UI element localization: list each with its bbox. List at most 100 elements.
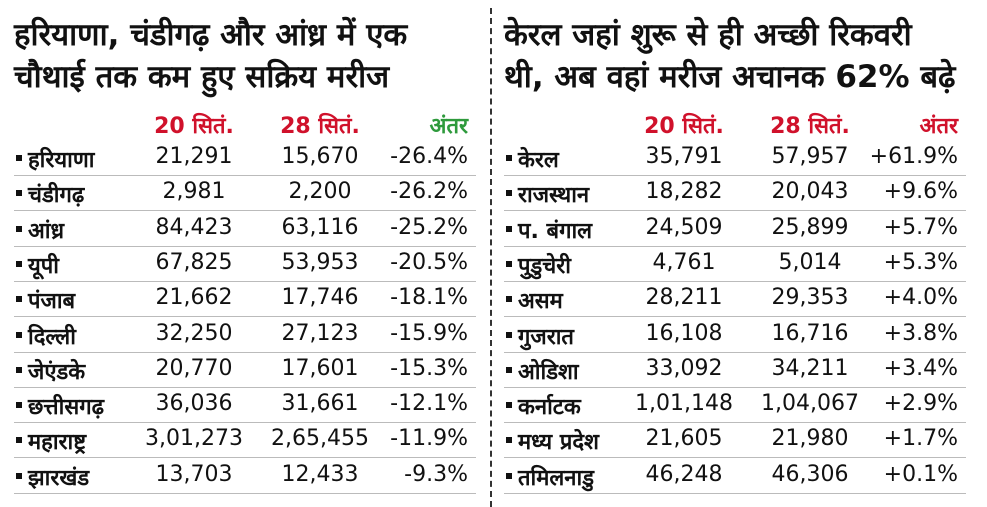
- cell-value: 16,716: [771, 320, 849, 346]
- cell-value: 3,01,273: [145, 426, 243, 452]
- table-row: असम 28,211 29,353 +4.0%: [504, 281, 966, 318]
- table-row: तमिलनाडु 46,248 46,306 +0.1%: [504, 458, 966, 494]
- cell-value: +4.0%: [883, 285, 958, 311]
- cell-value: 84,423: [155, 214, 233, 240]
- state-name: दिल्ली: [28, 324, 76, 350]
- bullet: [506, 155, 512, 161]
- state-name: झारखंड: [28, 465, 90, 491]
- table-row: महाराष्ट्र 3,01,273 2,65,455 -11.9%: [14, 422, 476, 459]
- bullet: [16, 331, 22, 338]
- state-name: महाराष्ट्र: [28, 430, 87, 456]
- header-row: 20 सितं. 28 सितं. अंतर: [504, 110, 966, 140]
- bullet: [16, 437, 22, 444]
- cell-value: 5,014: [778, 249, 842, 275]
- bullet: [506, 472, 512, 479]
- table-row: हरियाणा 21,291 15,670 -26.4%: [14, 140, 476, 176]
- title-line: चौथाई तक कम हुए सक्रिय मरीज: [14, 59, 390, 95]
- bullet: [506, 437, 512, 444]
- bullet: [506, 225, 512, 232]
- cell-value: 4,761: [652, 249, 716, 275]
- bullet: [16, 190, 22, 197]
- right-panel: केरल जहां शुरू से ही अच्छी रिकवरी थी, अब …: [504, 0, 966, 507]
- left-panel: हरियाणा, चंडीगढ़ और आंध्र में एक चौथाई तक…: [14, 0, 476, 507]
- panel-title: हरियाणा, चंडीगढ़ और आंध्र में एक चौथाई तक…: [14, 14, 407, 98]
- table-row: दिल्ली 32,250 27,123 -15.9%: [14, 317, 476, 353]
- cell-value: 28,211: [645, 285, 723, 311]
- cell-value: 16,108: [645, 320, 723, 346]
- table-row: कर्नाटक 1,01,148 1,04,067 +2.9%: [504, 387, 966, 424]
- bullet: [16, 366, 22, 373]
- state-name: केरल: [518, 148, 559, 173]
- cell-value: -12.1%: [390, 391, 468, 417]
- cell-value: +5.7%: [883, 214, 958, 240]
- state-name: चंडीगढ़: [28, 183, 85, 209]
- cell-value: 20,770: [155, 355, 233, 381]
- cell-value: 46,248: [645, 461, 723, 487]
- title-line: थी, अब वहां मरीज अचानक 62% बढ़े: [504, 59, 956, 95]
- table-row: केरल 35,791 57,957 +61.9%: [504, 140, 966, 176]
- table-row: यूपी 67,825 53,953 -20.5%: [14, 246, 476, 282]
- cell-value: -15.9%: [390, 320, 468, 346]
- cell-value: 18,282: [645, 179, 723, 205]
- cell-value: 2,981: [162, 179, 226, 205]
- cell-value: 17,746: [281, 285, 359, 311]
- state-name: जेएंडके: [28, 359, 86, 385]
- cell-value: 67,825: [155, 249, 233, 275]
- table-row: जेएंडके 20,770 17,601 -15.3%: [14, 352, 476, 388]
- cell-value: 21,980: [771, 426, 849, 452]
- cell-value: -26.2%: [390, 179, 468, 205]
- cell-value: 2,65,455: [271, 426, 369, 452]
- table-row: राजस्थान 18,282 20,043 +9.6%: [504, 175, 966, 212]
- bullet: [16, 260, 22, 267]
- state-name: छत्तीसगढ़: [28, 395, 104, 421]
- state-name: पुडुचेरी: [518, 253, 571, 279]
- cell-value: 63,116: [281, 214, 359, 240]
- table-row: पुडुचेरी 4,761 5,014 +5.3%: [504, 246, 966, 282]
- cell-value: 24,509: [645, 214, 723, 240]
- bullet: [506, 366, 512, 373]
- column-header: अंतर: [429, 114, 468, 139]
- bullet: [16, 296, 22, 303]
- cell-value: -18.1%: [390, 285, 468, 311]
- cell-value: 31,661: [281, 391, 359, 417]
- cell-value: +2.9%: [883, 391, 958, 417]
- cell-value: -25.2%: [390, 214, 468, 240]
- table-row: गुजरात 16,108 16,716 +3.8%: [504, 317, 966, 353]
- cell-value: 21,605: [645, 426, 723, 452]
- bullet: [16, 402, 22, 409]
- cell-value: 36,036: [155, 391, 233, 417]
- state-name: पंजाब: [28, 289, 76, 315]
- cell-value: 32,250: [155, 320, 233, 346]
- state-name: हरियाणा: [28, 148, 95, 173]
- cell-value: 46,306: [771, 461, 849, 487]
- bullet: [506, 402, 512, 409]
- table-row: झारखंड 13,703 12,433 -9.3%: [14, 458, 476, 494]
- cell-value: +3.4%: [883, 355, 958, 381]
- cell-value: 57,957: [771, 144, 849, 169]
- cell-value: 13,703: [155, 461, 233, 487]
- cell-value: 29,353: [771, 285, 849, 311]
- state-name: मध्य प्रदेश: [518, 430, 600, 456]
- cell-value: +9.6%: [883, 179, 958, 205]
- table-row: चंडीगढ़ 2,981 2,200 -26.2%: [14, 175, 476, 212]
- state-name: गुजरात: [518, 324, 574, 350]
- column-header: 20 सितं.: [154, 114, 234, 139]
- cell-value: +0.1%: [883, 461, 958, 487]
- title-line: केरल जहां शुरू से ही अच्छी रिकवरी: [504, 17, 912, 53]
- table-row: ओडिशा 33,092 34,211 +3.4%: [504, 352, 966, 388]
- table-row: मध्य प्रदेश 21,605 21,980 +1.7%: [504, 422, 966, 459]
- bullet: [16, 225, 22, 232]
- cell-value: +61.9%: [869, 144, 958, 169]
- cell-value: +5.3%: [883, 249, 958, 275]
- cell-value: -20.5%: [390, 249, 468, 275]
- state-name: असम: [518, 289, 563, 315]
- cell-value: -15.3%: [390, 355, 468, 381]
- cell-value: 27,123: [281, 320, 359, 346]
- cell-value: -11.9%: [390, 426, 468, 452]
- state-name: तमिलनाडु: [518, 465, 594, 491]
- cell-value: 2,200: [288, 179, 352, 205]
- cell-value: +3.8%: [883, 320, 958, 346]
- divider: [490, 8, 492, 507]
- bullet: [16, 472, 22, 479]
